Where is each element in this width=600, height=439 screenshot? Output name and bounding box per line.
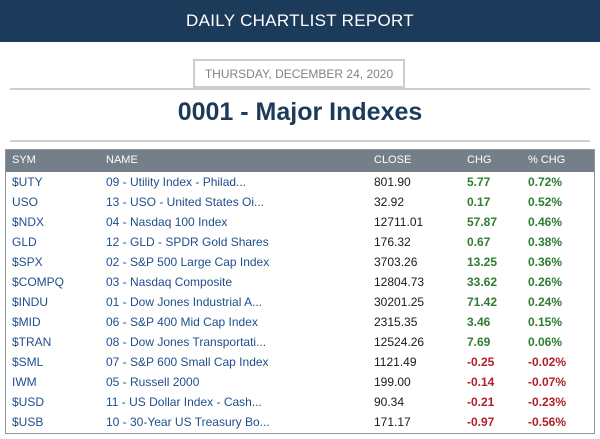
table-row[interactable]: $NDX 04 - Nasdaq 100 Index 12711.01 57.87 0.… xyxy=(6,212,594,232)
symbol-link[interactable]: $MID xyxy=(12,315,41,329)
table-row[interactable]: $USB 10 - 30-Year US Treasury Bo... 171.17… xyxy=(6,412,594,432)
symbol-name-link[interactable]: 07 - S&P 600 Small Cap Index xyxy=(106,355,269,369)
symbol-name-link[interactable]: 13 - USO - United States Oi... xyxy=(106,195,265,209)
symbol-link[interactable]: $INDU xyxy=(12,295,49,309)
table-row[interactable]: $TRAN 08 - Dow Jones Transportati... 12524… xyxy=(6,332,594,352)
column-header-chg[interactable]: CHG xyxy=(467,154,492,166)
change-value: -0.25 xyxy=(467,355,495,369)
table-row[interactable]: $COMPQ 03 - Nasdaq Composite 12804.73 33.62… xyxy=(6,272,594,292)
table-row[interactable]: $INDU 01 - Dow Jones Industrial A... 30201… xyxy=(6,292,594,312)
change-value: 7.69 xyxy=(467,335,491,349)
symbol-link[interactable]: $UTY xyxy=(12,175,43,189)
close-value: 12804.73 xyxy=(374,275,425,289)
change-value: 0.67 xyxy=(467,235,491,249)
close-value: 199.00 xyxy=(374,375,411,389)
change-value: 13.25 xyxy=(467,255,498,269)
percent-change-value: -0.07% xyxy=(528,375,567,389)
table-header: SYM NAME CLOSE CHG % CHG xyxy=(6,150,594,172)
close-value: 176.32 xyxy=(374,235,411,249)
close-value: 801.90 xyxy=(374,175,411,189)
symbols-table: SYM NAME CLOSE CHG % CHG $UTY 09 - Utilit… xyxy=(5,149,595,434)
divider-bottom xyxy=(10,140,590,142)
percent-change-value: 0.36% xyxy=(528,255,563,269)
close-value: 12524.26 xyxy=(374,335,425,349)
close-value: 1121.49 xyxy=(374,355,417,369)
symbol-name-link[interactable]: 04 - Nasdaq 100 Index xyxy=(106,215,228,229)
percent-change-value: 0.38% xyxy=(528,235,563,249)
symbol-link[interactable]: $USD xyxy=(12,395,45,409)
symbol-link[interactable]: $COMPQ xyxy=(12,275,65,289)
column-header-close[interactable]: CLOSE xyxy=(374,154,412,166)
percent-change-value: 0.26% xyxy=(528,275,563,289)
symbol-link[interactable]: $SPX xyxy=(12,255,43,269)
symbol-link[interactable]: IWM xyxy=(12,375,37,389)
column-header-name[interactable]: NAME xyxy=(106,154,138,166)
close-value: 3703.26 xyxy=(374,255,418,269)
change-value: 5.77 xyxy=(467,175,491,189)
percent-change-value: 0.15% xyxy=(528,315,563,329)
column-header-sym[interactable]: SYM xyxy=(12,154,36,166)
close-value: 32.92 xyxy=(374,195,405,209)
symbol-name-link[interactable]: 01 - Dow Jones Industrial A... xyxy=(106,295,263,309)
change-value: -0.14 xyxy=(467,375,495,389)
table-row[interactable]: USO 13 - USO - United States Oi... 32.92 0.… xyxy=(6,192,594,212)
percent-change-value: -0.56% xyxy=(528,415,567,429)
change-value: -0.97 xyxy=(467,415,495,429)
change-value: 57.87 xyxy=(467,215,498,229)
close-value: 30201.25 xyxy=(374,295,425,309)
column-header-pct-chg[interactable]: % CHG xyxy=(528,154,566,166)
close-value: 12711.01 xyxy=(374,215,424,229)
table-row[interactable]: $SPX 02 - S&P 500 Large Cap Index 3703.26 1… xyxy=(6,252,594,272)
symbol-link[interactable]: $NDX xyxy=(12,215,45,229)
divider-top xyxy=(10,88,590,90)
symbol-link[interactable]: $SML xyxy=(12,355,44,369)
symbol-link[interactable]: GLD xyxy=(12,235,37,249)
percent-change-value: 0.72% xyxy=(528,175,563,189)
percent-change-value: -0.02% xyxy=(528,355,567,369)
symbol-link[interactable]: USO xyxy=(12,195,39,209)
percent-change-value: -0.23% xyxy=(528,395,567,409)
symbol-name-link[interactable]: 08 - Dow Jones Transportati... xyxy=(106,335,267,349)
symbol-name-link[interactable]: 05 - Russell 2000 xyxy=(106,375,200,389)
symbol-link[interactable]: $TRAN xyxy=(12,335,52,349)
percent-change-value: 0.06% xyxy=(528,335,563,349)
symbol-name-link[interactable]: 03 - Nasdaq Composite xyxy=(106,275,233,289)
symbol-name-link[interactable]: 11 - US Dollar Index - Cash... xyxy=(106,395,262,409)
change-value: 0.17 xyxy=(467,195,491,209)
percent-change-value: 0.46% xyxy=(528,215,563,229)
table-row[interactable]: $UTY 09 - Utility Index - Philad... 801.90… xyxy=(6,172,594,192)
table-row[interactable]: $MID 06 - S&P 400 Mid Cap Index 2315.35 3.4… xyxy=(6,312,594,332)
report-date: THURSDAY, DECEMBER 24, 2020 xyxy=(193,59,405,88)
symbol-name-link[interactable]: 12 - GLD - SPDR Gold Shares xyxy=(106,235,269,249)
symbol-link[interactable]: $USB xyxy=(12,415,44,429)
table-row[interactable]: $USD 11 - US Dollar Index - Cash... 90.34 -… xyxy=(6,392,594,412)
percent-change-value: 0.52% xyxy=(528,195,563,209)
table-row[interactable]: GLD 12 - GLD - SPDR Gold Shares 176.32 0.67… xyxy=(6,232,594,252)
change-value: 71.42 xyxy=(467,295,498,309)
symbol-name-link[interactable]: 09 - Utility Index - Philad... xyxy=(106,175,247,189)
close-value: 171.17 xyxy=(374,415,411,429)
chartlist-title: 0001 - Major Indexes xyxy=(177,98,423,126)
symbol-name-link[interactable]: 02 - S&P 500 Large Cap Index xyxy=(106,255,270,269)
close-value: 2315.35 xyxy=(374,315,418,329)
percent-change-value: 0.24% xyxy=(528,295,563,309)
symbol-name-link[interactable]: 10 - 30-Year US Treasury Bo... xyxy=(106,415,270,429)
report-header-title: DAILY CHARTLIST REPORT xyxy=(186,11,414,30)
symbol-name-link[interactable]: 06 - S&P 400 Mid Cap Index xyxy=(106,315,258,329)
table-row[interactable]: IWM 05 - Russell 2000 199.00 -0.14 -0.07% xyxy=(6,372,594,392)
change-value: -0.21 xyxy=(467,395,495,409)
report-header: DAILY CHARTLIST REPORT xyxy=(0,0,600,42)
close-value: 90.34 xyxy=(374,395,405,409)
change-value: 3.46 xyxy=(467,315,491,329)
change-value: 33.62 xyxy=(467,275,498,289)
table-row[interactable]: $SML 07 - S&P 600 Small Cap Index 1121.49 -… xyxy=(6,352,594,372)
table-body: $UTY 09 - Utility Index - Philad... 801.90… xyxy=(6,172,594,432)
